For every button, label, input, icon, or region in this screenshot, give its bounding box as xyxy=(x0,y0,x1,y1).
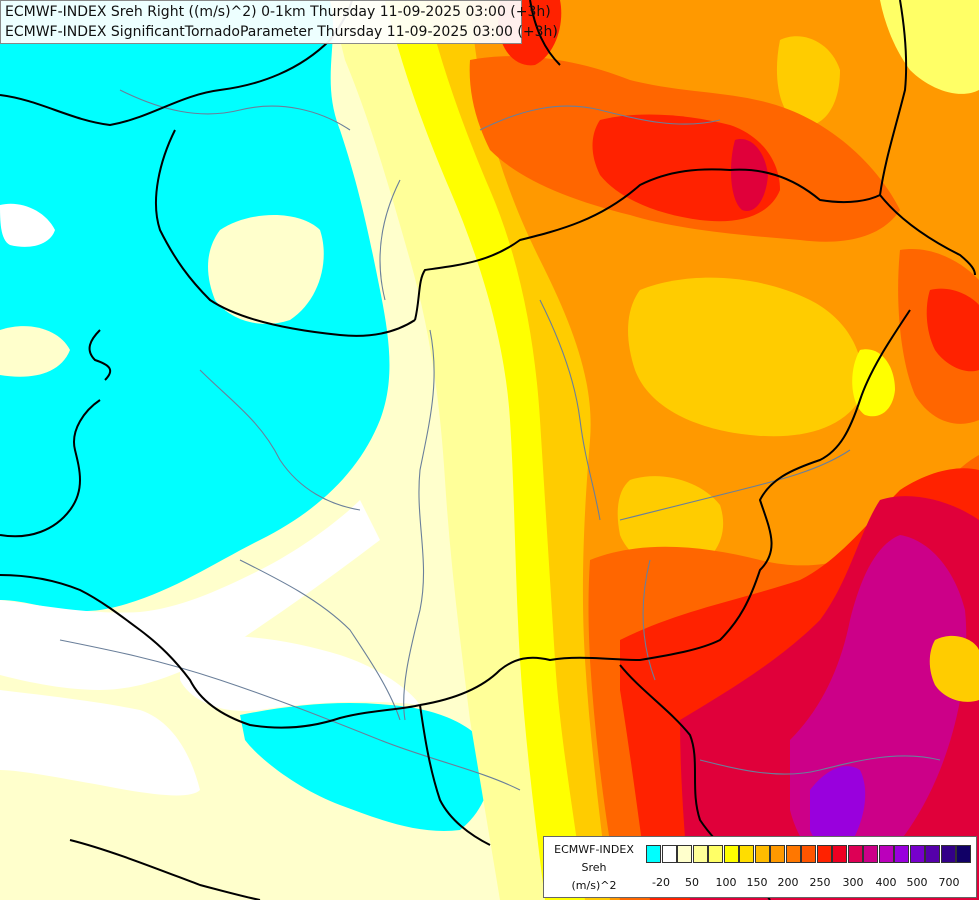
legend-swatch xyxy=(677,845,692,863)
river-line xyxy=(379,179,401,301)
river-line xyxy=(619,449,851,521)
legend-tick-label: 50 xyxy=(685,876,699,889)
legend-swatch xyxy=(925,845,940,863)
map-title-sreh: ECMWF-INDEX Sreh Right ((m/s)^2) 0-1km T… xyxy=(5,4,551,20)
field-band-yellow-northeast xyxy=(880,0,979,94)
legend-swatch xyxy=(832,845,847,863)
legend-swatch xyxy=(909,845,925,863)
field-band-pale-island-2 xyxy=(0,326,70,377)
legend-swatch xyxy=(956,845,971,863)
legend-swatch xyxy=(863,845,878,863)
field-band-gold-inner-2 xyxy=(617,476,724,571)
river-line xyxy=(539,299,601,521)
field-band-cyan-west xyxy=(0,0,390,612)
legend-swatch xyxy=(770,845,785,863)
legend-tick-label: 250 xyxy=(809,876,831,889)
border-line xyxy=(879,194,976,276)
color-legend: ECMWF-INDEX Sreh (m/s)^2 -20 50 100 150 200 2… xyxy=(543,836,977,898)
legend-title-unit: (m/s)^2 xyxy=(571,879,617,892)
legend-swatch xyxy=(785,845,801,863)
river-line xyxy=(59,639,521,791)
field-band-gold-north xyxy=(776,36,840,126)
field-band-crimson-north xyxy=(730,139,768,211)
field-band-gold-pocket xyxy=(929,635,979,702)
border-line xyxy=(88,329,112,381)
field-band-white-south xyxy=(180,635,420,711)
field-band-gold-inner-1 xyxy=(628,277,863,437)
border-line xyxy=(419,309,911,706)
map-title-stp: ECMWF-INDEX SignificantTornadoParameter … xyxy=(5,24,558,40)
river-line xyxy=(119,89,351,131)
map-title-panel: ECMWF-INDEX Sreh Right ((m/s)^2) 0-1km T… xyxy=(0,0,558,44)
legend-swatch xyxy=(754,845,770,863)
legend-title-parameter: Sreh xyxy=(581,861,607,874)
field-band-cyan-south xyxy=(240,703,492,831)
legend-swatch xyxy=(940,845,956,863)
legend-swatch xyxy=(661,845,677,863)
legend-swatch xyxy=(646,845,661,863)
legend-swatch xyxy=(878,845,894,863)
field-band-red-east xyxy=(926,288,979,372)
border-line xyxy=(154,129,416,337)
river-line xyxy=(403,329,435,721)
field-band-white-gap-west xyxy=(0,500,380,690)
legend-tick-label: 300 xyxy=(842,876,864,889)
border-line xyxy=(0,399,101,538)
border-line xyxy=(69,839,261,900)
field-band-red-north xyxy=(592,114,780,222)
legend-tick-label: 700 xyxy=(938,876,960,889)
field-band-white-island-1 xyxy=(0,203,55,247)
field-band-white-southwest xyxy=(0,690,200,796)
legend-swatch xyxy=(739,845,754,863)
legend-swatch xyxy=(801,845,816,863)
border-line xyxy=(0,574,421,729)
legend-tick-label: 100 xyxy=(715,876,737,889)
river-lines xyxy=(59,89,941,791)
river-line xyxy=(642,559,656,681)
legend-swatch xyxy=(708,845,723,863)
field-band-yellow-inner-east xyxy=(852,349,895,417)
legend-swatch xyxy=(816,845,832,863)
river-line xyxy=(699,755,941,775)
legend-title-model: ECMWF-INDEX xyxy=(554,843,634,856)
legend-swatch xyxy=(692,845,708,863)
river-line xyxy=(479,105,721,131)
border-line xyxy=(529,0,561,66)
border-line xyxy=(879,0,908,196)
field-band-purple-southeast xyxy=(810,766,866,853)
legend-tick-label: 400 xyxy=(875,876,897,889)
border-line xyxy=(419,704,491,846)
river-line xyxy=(199,369,361,511)
legend-tick-label: 500 xyxy=(906,876,928,889)
border-line xyxy=(414,168,881,321)
river-line xyxy=(239,559,401,721)
field-band-pale-island-1 xyxy=(208,215,324,324)
legend-swatch xyxy=(723,845,739,863)
legend-swatch xyxy=(847,845,863,863)
legend-tick-label: -20 xyxy=(652,876,670,889)
legend-swatch xyxy=(894,845,909,863)
legend-tick-label: 200 xyxy=(777,876,799,889)
legend-tick-label: 150 xyxy=(746,876,768,889)
